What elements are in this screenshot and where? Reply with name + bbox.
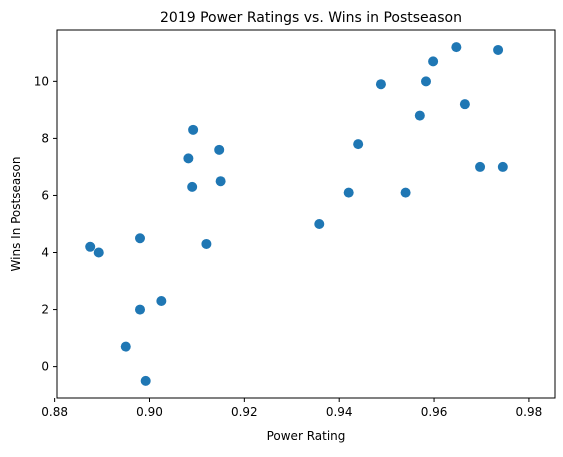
data-point-8 xyxy=(183,153,194,164)
data-point-9 xyxy=(188,124,199,135)
data-point-24 xyxy=(475,161,486,172)
data-point-4 xyxy=(135,233,145,244)
data-points xyxy=(85,42,508,386)
x-tick-label: 0.90 xyxy=(136,405,163,419)
y-tick-label: 10 xyxy=(34,74,49,88)
data-point-10 xyxy=(187,181,198,192)
y-tick-label: 2 xyxy=(41,303,49,317)
data-point-7 xyxy=(156,296,167,307)
y-tick-label: 6 xyxy=(41,188,49,202)
data-point-2 xyxy=(93,247,104,258)
data-point-25 xyxy=(493,44,504,55)
data-point-16 xyxy=(353,139,364,150)
chart-title: 2019 Power Ratings vs. Wins in Postseaso… xyxy=(160,10,462,26)
x-tick-label: 0.88 xyxy=(41,405,68,419)
data-point-26 xyxy=(497,161,508,172)
data-point-18 xyxy=(400,187,411,198)
data-point-15 xyxy=(343,187,354,198)
data-point-1 xyxy=(85,241,96,252)
x-axis-ticks: 0.88 0.90 0.92 0.94 0.96 0.98 xyxy=(41,398,542,419)
data-point-6 xyxy=(140,375,151,386)
y-axis-ticks: 0 2 4 6 8 10 xyxy=(34,74,57,374)
y-tick-label: 8 xyxy=(41,131,49,145)
data-point-5 xyxy=(135,304,145,315)
data-point-23 xyxy=(459,99,470,110)
y-tick-label: 0 xyxy=(41,360,49,374)
data-point-17 xyxy=(375,79,386,90)
data-point-14 xyxy=(314,218,325,229)
plot-frame xyxy=(56,29,556,399)
y-axis-label: Wins In Postseason xyxy=(9,157,23,272)
data-point-22 xyxy=(451,42,462,53)
data-point-19 xyxy=(414,110,425,121)
x-tick-label: 0.98 xyxy=(516,405,543,419)
data-point-12 xyxy=(214,144,225,155)
x-tick-label: 0.94 xyxy=(326,405,353,419)
data-point-21 xyxy=(428,56,439,67)
y-tick-label: 4 xyxy=(41,246,49,260)
data-point-13 xyxy=(215,176,226,187)
data-point-20 xyxy=(420,76,431,87)
x-axis-label: Power Rating xyxy=(267,429,346,443)
data-point-11 xyxy=(201,238,212,249)
data-point-3 xyxy=(120,341,131,352)
x-tick-label: 0.92 xyxy=(231,405,258,419)
x-tick-label: 0.96 xyxy=(421,405,448,419)
